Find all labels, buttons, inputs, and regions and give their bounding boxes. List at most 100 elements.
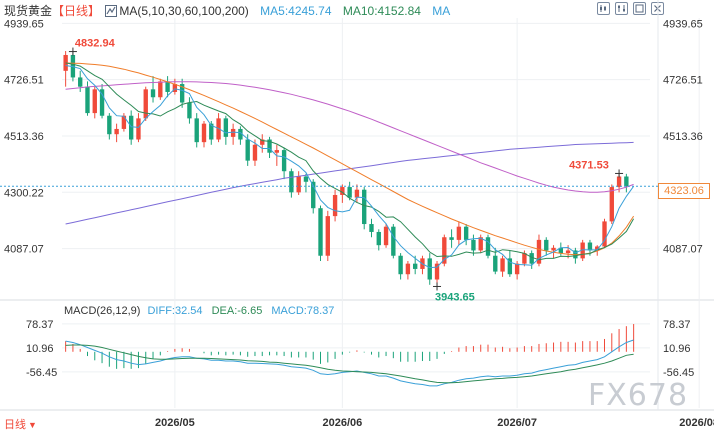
candle-body (558, 247, 564, 254)
candle-body (551, 247, 556, 251)
macd-params-label[interactable]: MACD(26,12,9) (64, 305, 141, 317)
dea-line (65, 344, 634, 384)
candle-body (230, 128, 236, 137)
date-tick-label: 2026/07 (497, 417, 537, 429)
macd-tick-label-right: 10.96 (663, 343, 691, 355)
diff-line (65, 339, 634, 387)
candle-body (514, 263, 520, 275)
candle-body (340, 187, 345, 195)
price-tick-label-right: 4087.07 (663, 244, 703, 256)
candle-body (398, 255, 403, 275)
candle-body (529, 253, 534, 264)
chart-type-icon[interactable] (597, 2, 610, 15)
candle-body (85, 86, 90, 114)
candle-body (507, 258, 513, 275)
candle-body (238, 128, 243, 140)
moving-average-lines (0, 62, 658, 269)
settings-icon[interactable] (615, 2, 628, 15)
candle-body (267, 139, 272, 153)
candle-body (150, 89, 156, 98)
date-tick-label: 2026/06 (322, 417, 362, 429)
ma10-value: MA10:4152.84 (342, 4, 421, 18)
dea-value: DEA:-6.65 (211, 305, 263, 317)
candle-body (376, 231, 381, 246)
candle-body (493, 255, 498, 272)
ma30-line (65, 62, 635, 256)
period-label[interactable]: 【日线】 (52, 4, 101, 18)
price-tick-label-right: 4513.36 (663, 131, 703, 143)
chevron-down-icon: ▼ (28, 420, 37, 430)
candle-body (478, 237, 483, 251)
symbol-label: 现货黄金 (4, 4, 53, 18)
candle-body (347, 187, 352, 198)
candle-body (158, 81, 163, 98)
ma5-value: MA5:4245.74 (260, 4, 332, 18)
candle-body (187, 102, 192, 119)
candle-body (311, 181, 316, 209)
price-tick-label-left: 4726.51 (4, 75, 44, 87)
ma-more-label: MA (432, 4, 451, 18)
candle-body (143, 89, 148, 119)
macd-series (65, 324, 635, 387)
candle-body (442, 237, 447, 264)
candle-body (405, 263, 411, 275)
candle-body (587, 242, 593, 251)
ma10-line (65, 62, 635, 261)
candle-body (456, 226, 462, 240)
candle-body (201, 123, 207, 143)
macd-tick-label-right: 78.37 (663, 319, 691, 331)
price-annotation: 3943.65 (435, 291, 475, 303)
price-tick-label-right: 4939.65 (663, 18, 703, 30)
ma-params-label[interactable]: MA(5,10,30,60,100,200) (119, 4, 249, 18)
candle-body (92, 89, 97, 114)
price-tick-label-right: 4726.51 (663, 75, 703, 87)
ma-settings-icon[interactable] (105, 5, 118, 20)
axis-labels: 4939.65 4939.65 4726.51 4726.51 4513.36 4513.… (4, 18, 714, 429)
price-tick-label-left: 4513.36 (4, 131, 44, 143)
fullscreen-icon[interactable] (633, 2, 646, 15)
candle-body (245, 139, 250, 161)
candle-body (128, 115, 134, 140)
candle-body (565, 250, 571, 254)
candle-body (427, 258, 432, 280)
candle-body (434, 263, 440, 280)
candle-body (289, 171, 294, 193)
candle-body (536, 239, 542, 264)
candle-body (602, 221, 607, 247)
candle-body (281, 150, 287, 172)
price-tick-label-left: 4087.07 (4, 244, 44, 256)
candle-body (121, 115, 127, 129)
candle-body (500, 258, 505, 272)
candle-body (114, 128, 119, 135)
candle-body (165, 81, 170, 92)
candle-body (616, 176, 622, 188)
period-selector-label: 日线 (4, 419, 26, 431)
candle-body (296, 176, 301, 193)
candle-body (136, 118, 141, 140)
ma100-line (65, 141, 634, 225)
macd-tick-label-left: -56.45 (26, 367, 57, 379)
price-annotation: 4832.94 (75, 38, 116, 50)
candle-body (274, 150, 280, 153)
ma5-line (65, 65, 635, 269)
candle-body (609, 187, 614, 222)
candle-body (99, 89, 105, 116)
candle-body (522, 253, 527, 264)
period-selector[interactable]: 日线 ▼ (4, 416, 37, 432)
candle-body (318, 208, 323, 256)
current-price-box: 4323.06 (658, 183, 710, 199)
candle-body (463, 226, 469, 240)
candle-body (580, 242, 585, 259)
watermark: FX678 (588, 378, 689, 413)
macd-header: MACD(26,12,9) DIFF:32.54 DEA:-6.65 MACD:… (64, 305, 334, 317)
candle-body (107, 115, 112, 135)
macd-tick-label-left: 10.96 (26, 343, 54, 355)
macd-tick-label-left: 78.37 (26, 319, 54, 331)
candle-body (595, 246, 600, 251)
candle-body (260, 139, 265, 145)
candle-body (383, 226, 389, 246)
chart-header: 现货黄金【日线】 MA(5,10,30,60,100,200) MA5:4245… (4, 2, 450, 20)
date-tick-label: 2026/08 (679, 417, 714, 429)
